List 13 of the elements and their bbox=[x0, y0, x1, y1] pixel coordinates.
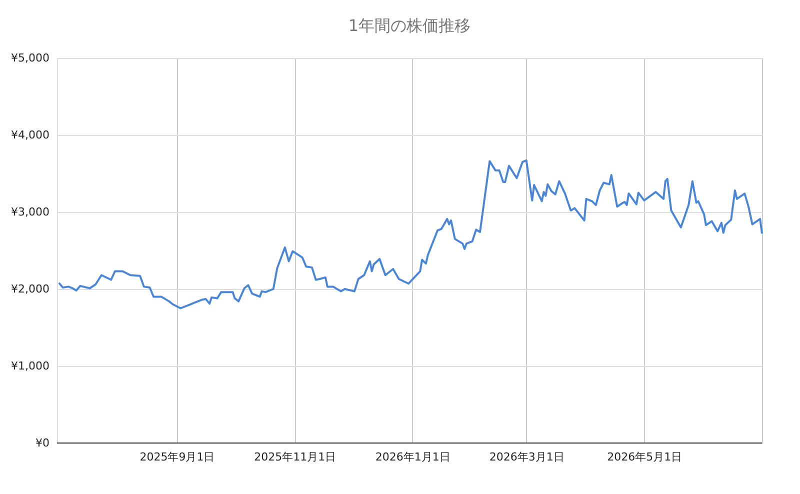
y-tick-label: ¥4,000 bbox=[11, 128, 50, 142]
y-tick-label: ¥1,000 bbox=[11, 360, 50, 372]
x-tick-label: 2025年9月1日 bbox=[140, 450, 215, 464]
y-tick-label: ¥3,000 bbox=[11, 206, 50, 218]
line-series bbox=[58, 159, 763, 310]
y-tick-label: ¥2,000 bbox=[11, 282, 50, 296]
y-tick-label: ¥0 bbox=[36, 436, 50, 450]
chart-title: 1年間の株価推移 bbox=[348, 16, 471, 35]
x-tick-label: 2026年5月1日 bbox=[607, 450, 682, 464]
y-tick-label: ¥5,000 bbox=[11, 52, 50, 64]
x-tick-label: 2026年3月1日 bbox=[489, 450, 564, 464]
x-tick-label: 2026年1月1日 bbox=[375, 450, 450, 464]
x-tick-label: 2025年11月1日 bbox=[254, 450, 336, 464]
